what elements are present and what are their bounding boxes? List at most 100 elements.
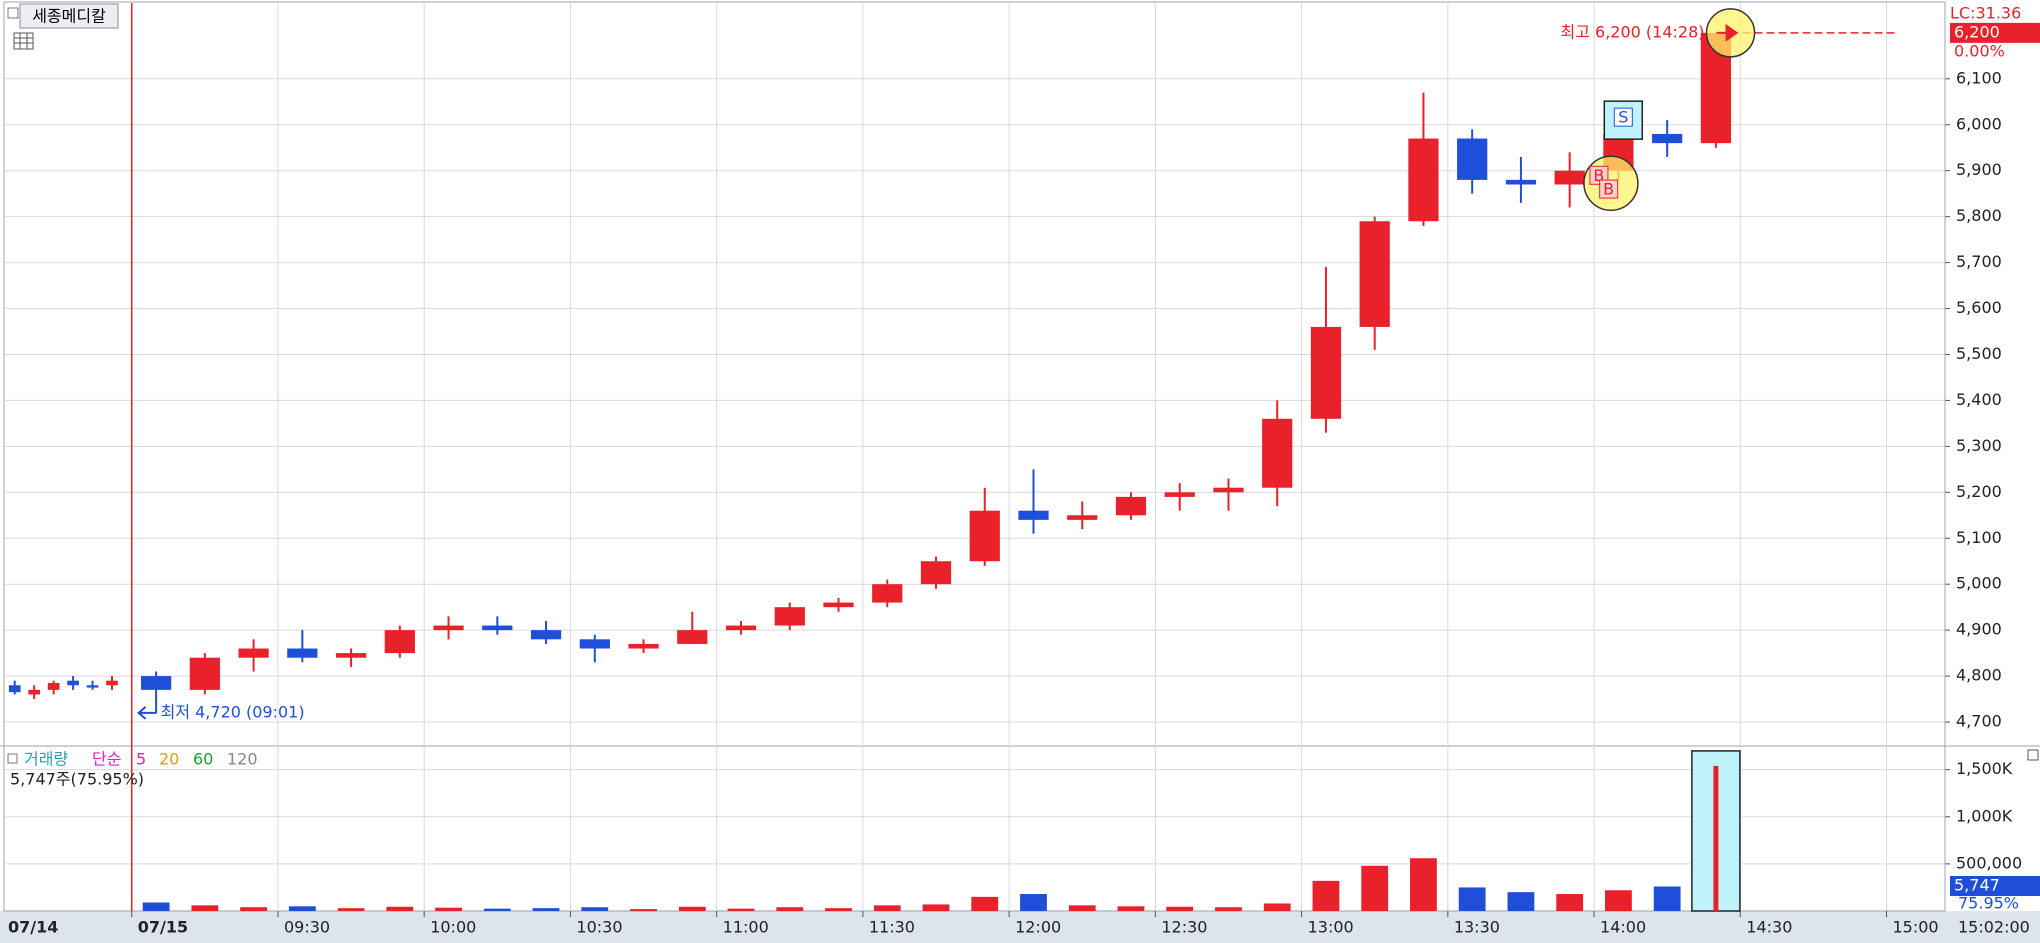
volume-bar (581, 907, 609, 911)
candle-body (579, 639, 610, 649)
candle-body (482, 625, 513, 631)
volume-bar (678, 906, 706, 911)
volume-bar (1166, 906, 1194, 911)
candle-body (628, 643, 659, 649)
y-tick-label: 5,600 (1956, 298, 2002, 317)
volume-tag: 5,747 (1954, 876, 2000, 895)
candle-body (872, 584, 903, 603)
volume-bar (1068, 905, 1096, 911)
volume-bar (1361, 865, 1389, 911)
y-tick-label: 4,700 (1956, 712, 2002, 731)
sell-signal-label: S (1618, 108, 1628, 127)
candle-body (287, 648, 318, 658)
legend-entry: 120 (227, 750, 258, 769)
volume-bar (630, 909, 657, 911)
candle-body (106, 680, 118, 686)
y-tick-label: 5,400 (1956, 390, 2002, 409)
volume-bar (922, 904, 950, 911)
volume-bar (240, 907, 267, 911)
volume-bar (727, 908, 755, 911)
y-tick-label: 6,100 (1956, 68, 2002, 87)
candle-body (67, 680, 79, 686)
candle-body (1457, 138, 1488, 180)
table-icon-lines (14, 33, 33, 49)
change-label: 0.00% (1954, 41, 2005, 60)
volume-bar (1556, 894, 1584, 911)
buy-signal (1599, 179, 1619, 199)
y-tick-label: 5,900 (1956, 160, 2002, 179)
x-tick-label: 15:00 (1893, 918, 1939, 937)
candle-body (433, 625, 464, 631)
volume-bar (435, 907, 462, 911)
volume-bar (532, 908, 560, 911)
volume-title: 거래량 (24, 750, 68, 769)
lc-label: LC:31.36 (1950, 4, 2021, 23)
candle-body (530, 630, 562, 640)
candle-body (1310, 326, 1342, 419)
x-tick-label: 14:00 (1600, 918, 1646, 937)
close-icon[interactable] (2027, 749, 2039, 761)
y-tick-label: 5,800 (1956, 206, 2002, 225)
x-tick-label: 10:00 (430, 918, 476, 937)
volume-bar (288, 906, 316, 911)
candle-body (969, 510, 1000, 562)
y-tick-label: 5,500 (1956, 344, 2002, 363)
candle-body (86, 685, 99, 688)
panel-icon (7, 753, 18, 764)
volume-bar (1263, 903, 1291, 911)
candle-body (47, 682, 60, 690)
volume-bar (1458, 887, 1486, 911)
candle-body (1505, 179, 1537, 185)
sell-signal (1613, 107, 1633, 127)
volume-bar (873, 905, 901, 911)
candle-body (1262, 418, 1293, 488)
price-tag: 6,200 (1954, 22, 2000, 41)
y-tick-label: 500,000 (1956, 853, 2022, 872)
price-tag-bg (1950, 22, 2040, 43)
candle-body (335, 653, 367, 658)
y-tick-label: 5,100 (1956, 528, 2002, 547)
candle-body (1359, 221, 1390, 327)
buy-signal-label: B (1603, 180, 1614, 199)
volume-tag-bg (1950, 876, 2040, 896)
x-tick-label: 13:30 (1454, 918, 1500, 937)
legend-entry: 20 (159, 750, 179, 769)
candle-body (1115, 496, 1147, 516)
volume-bar (825, 908, 852, 911)
high-arrow (1716, 23, 1739, 42)
volume-bar (1713, 765, 1719, 911)
candle-body (140, 676, 172, 690)
volume-bar (483, 908, 511, 911)
candle-body (1554, 170, 1585, 185)
volume-bar (776, 907, 804, 911)
candle-body (1408, 138, 1439, 222)
volume-bar (1020, 894, 1047, 911)
volume-bar (1117, 906, 1145, 911)
x-tick-label: 09:30 (284, 918, 330, 937)
title-button[interactable] (19, 3, 119, 29)
y-tick-label: 1,000K (1956, 806, 2013, 825)
volume-bar (1605, 890, 1632, 911)
panel-icon (7, 7, 19, 19)
low-arrow (137, 706, 157, 720)
x-tick-label: 10:30 (576, 918, 622, 937)
x-tick-label: 14:30 (1746, 918, 1792, 937)
volume-ratio: 75.95% (1958, 894, 2019, 913)
x-tick-label: 07/15 (138, 918, 188, 937)
y-tick-label: 5,700 (1956, 252, 2002, 271)
candle-body (823, 602, 854, 608)
legend-entry: 5 (136, 750, 146, 769)
y-tick-label: 5,300 (1956, 436, 2002, 455)
candle-body (1164, 492, 1195, 497)
candle-body (920, 561, 952, 585)
volume-bar (1653, 886, 1681, 911)
candle-body (8, 685, 21, 693)
candle-body (384, 630, 415, 654)
candle-body (774, 607, 805, 626)
volume-bar (1312, 880, 1340, 911)
table-icon[interactable] (13, 32, 34, 50)
high-label: 최고 6,200 (14:28) (1561, 22, 1705, 41)
y-tick-label: 5,000 (1956, 574, 2002, 593)
